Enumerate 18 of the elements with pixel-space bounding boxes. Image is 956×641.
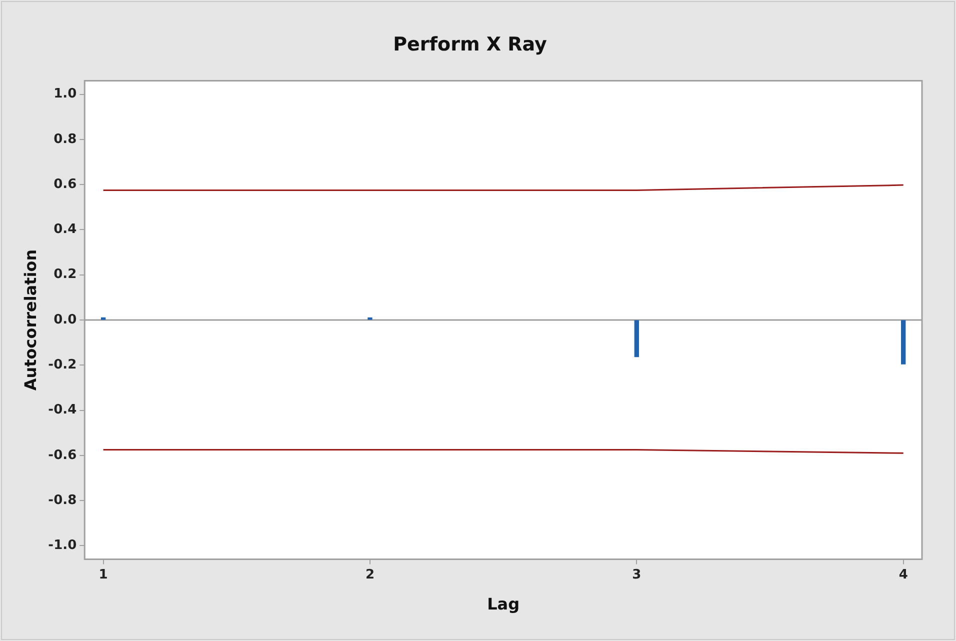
x-tick-label: 2 <box>365 567 374 582</box>
y-tick-label: -0.2 <box>48 358 77 373</box>
y-tick-label: 0.0 <box>54 312 77 328</box>
y-tick-label: 0.2 <box>54 267 77 282</box>
x-tick-label: 4 <box>898 567 908 582</box>
y-tick-label: 0.8 <box>54 132 77 147</box>
y-axis-title: Autocorrelation <box>20 249 40 391</box>
y-tick-label: 1.0 <box>54 86 77 102</box>
y-tick-label: -1.0 <box>48 538 77 554</box>
x-tick-label: 1 <box>98 567 108 582</box>
y-tick-label: -0.6 <box>48 448 77 463</box>
x-tick-label: 3 <box>632 567 642 582</box>
chart-title: Perform X Ray <box>393 33 548 56</box>
y-tick-label: -0.8 <box>48 492 77 508</box>
y-tick-label: -0.4 <box>48 402 77 418</box>
x-axis-title: Lag <box>487 594 520 614</box>
y-tick-label: 0.4 <box>54 222 77 238</box>
y-tick-label: 0.6 <box>54 176 77 192</box>
